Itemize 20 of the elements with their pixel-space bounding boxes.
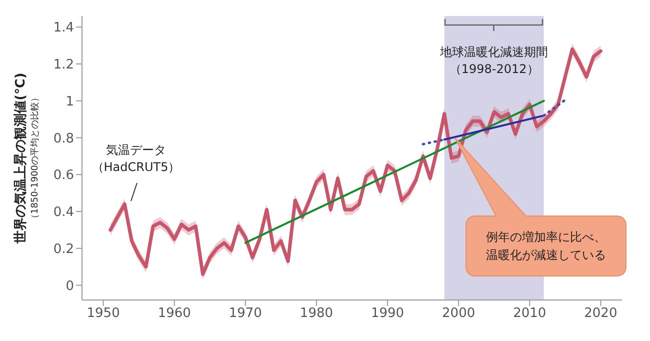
- band-label: 地球温暖化減速期間（1998-2012）: [439, 44, 550, 78]
- y-tick-label: 0.6: [53, 168, 74, 184]
- x-tick-label: 1960: [158, 306, 191, 322]
- x-tick-label: 2000: [442, 306, 476, 322]
- x-tick-label: 1980: [300, 306, 334, 322]
- y-tick-label: 1.4: [53, 20, 74, 36]
- x-tick-label: 1990: [370, 306, 404, 322]
- y-tick-label: 0.4: [53, 205, 74, 220]
- y-axis-title: 世界の気温上昇の観測値(℃) （1850-1900の平均との比較）: [13, 72, 41, 244]
- y-tick-label: 1: [66, 94, 74, 110]
- annotation: 例年の増加率に比べ、温暖化が減速している: [485, 229, 607, 264]
- y-tick-label: 0.8: [53, 131, 74, 146]
- x-tick-label: 2010: [513, 306, 546, 322]
- annotation: 気温データ（HadCRUT5）: [90, 142, 182, 176]
- y-tick-label: 0: [66, 278, 74, 294]
- y-tick-label: 1.2: [53, 58, 74, 73]
- x-tick-label: 2020: [584, 306, 618, 322]
- x-tick-label: 1950: [86, 306, 120, 322]
- x-tick-label: 1970: [228, 306, 262, 322]
- y-tick-label: 0.2: [53, 242, 74, 257]
